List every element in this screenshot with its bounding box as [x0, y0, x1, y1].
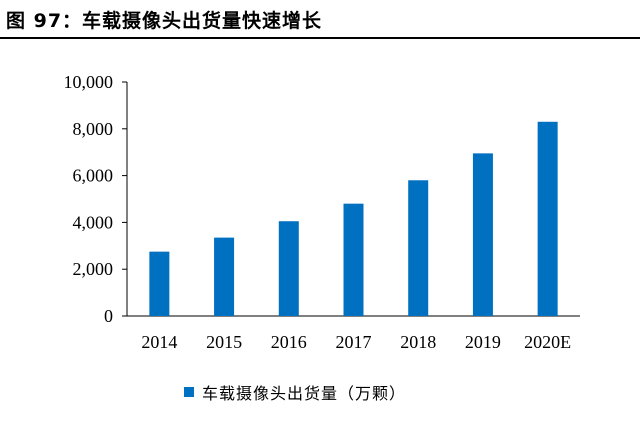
x-tick-label: 2019 [465, 332, 501, 352]
legend-label: 车载摄像头出货量（万颗） [202, 384, 407, 403]
figure-title: 图 97：车载摄像头出货量快速增长 [6, 10, 323, 32]
bar [537, 121, 558, 316]
x-axis: 2014 2015 2016 2017 2018 2019 2020E [127, 315, 580, 352]
bar [472, 153, 493, 316]
x-tick-label: 2018 [400, 332, 436, 352]
y-axis: 0 2,000 4,000 6,000 8,000 10,000 [64, 72, 128, 326]
y-tick-label: 0 [104, 306, 113, 326]
bar [278, 221, 299, 316]
bars [149, 121, 558, 316]
y-tick-label: 6,000 [73, 166, 114, 186]
title-divider [0, 37, 640, 39]
x-tick-label: 2017 [336, 332, 372, 352]
bar [149, 251, 170, 316]
y-tick-label: 2,000 [73, 259, 114, 279]
x-tick-label: 2014 [141, 332, 177, 352]
bar [214, 237, 235, 316]
x-tick-label: 2016 [271, 332, 307, 352]
x-tick-label: 2015 [206, 332, 242, 352]
y-tick-label: 10,000 [64, 72, 114, 92]
x-tick-label: 2020E [524, 332, 571, 352]
legend: 车载摄像头出货量（万颗） [184, 380, 406, 404]
y-tick-label: 4,000 [73, 212, 114, 232]
bar [343, 203, 364, 316]
y-tick-label: 8,000 [73, 119, 114, 139]
bar [408, 180, 429, 316]
legend-swatch [184, 387, 194, 397]
